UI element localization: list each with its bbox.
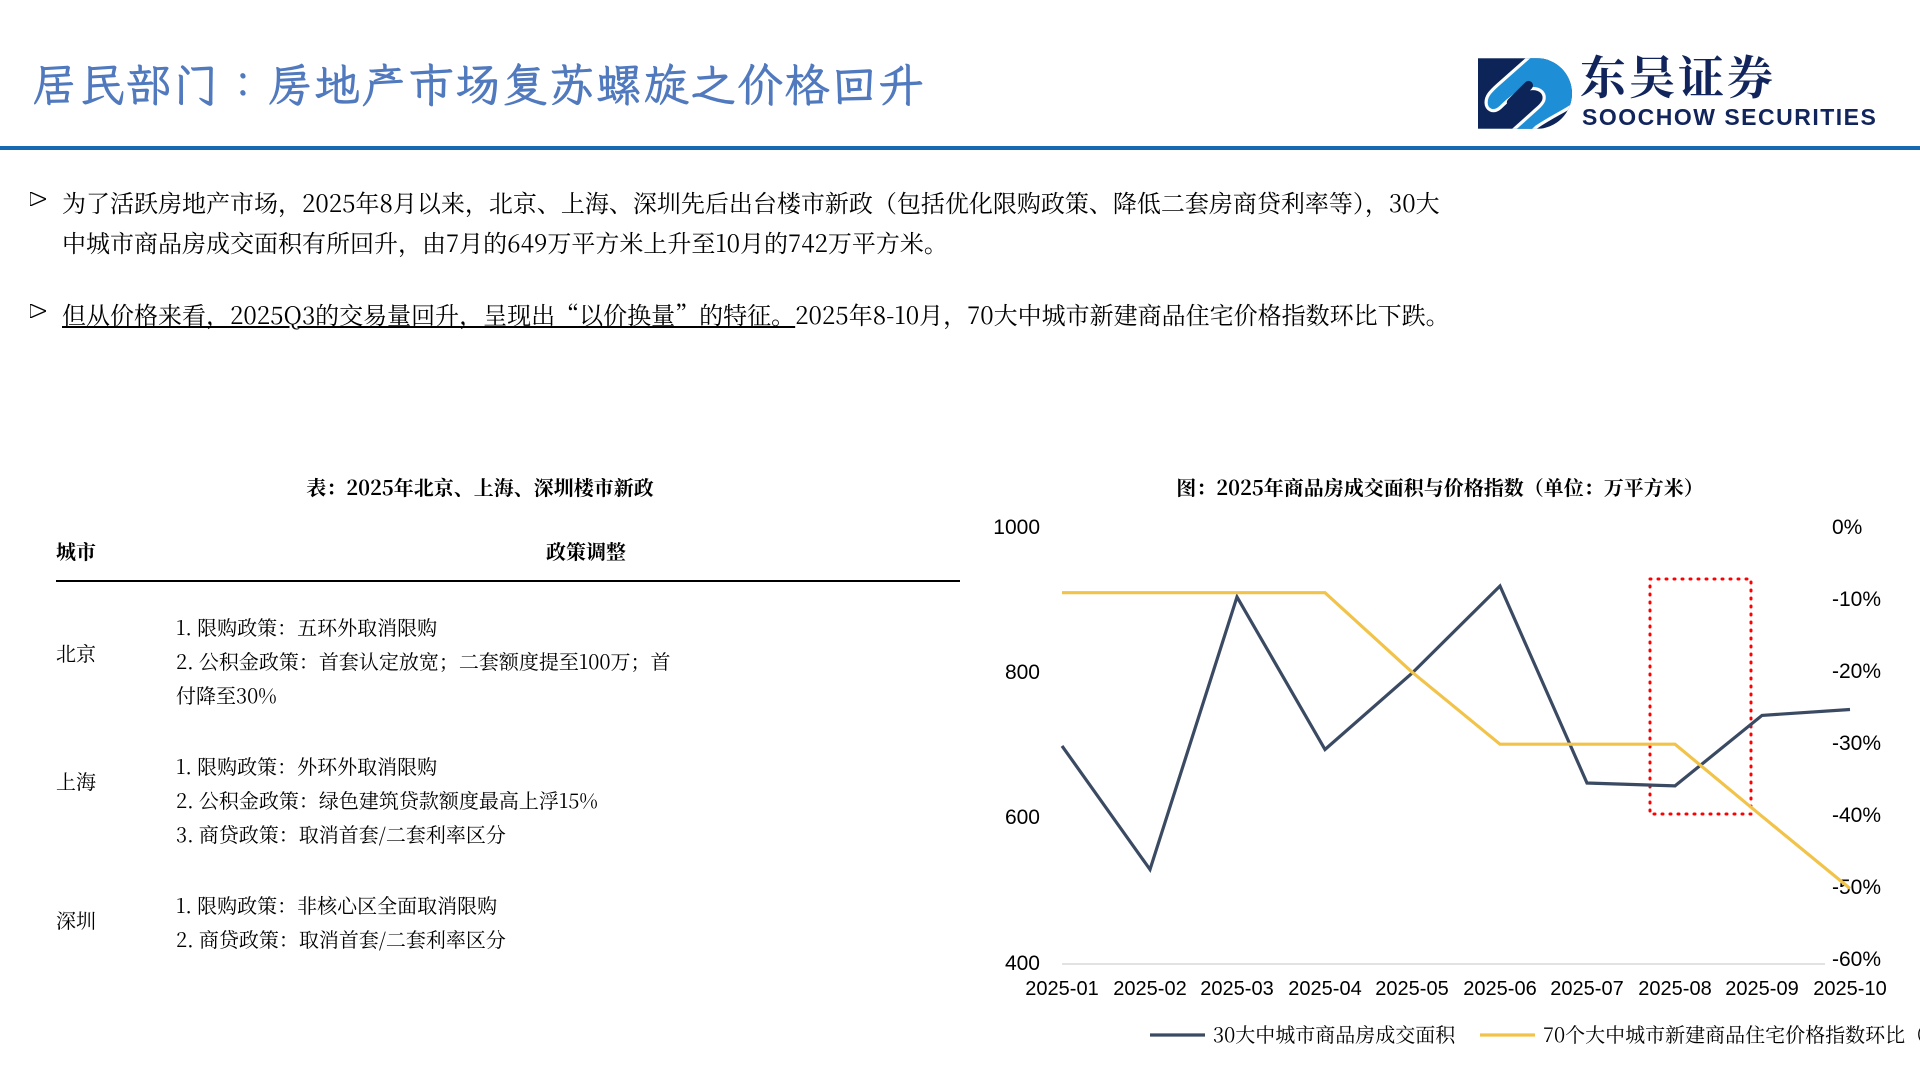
svg-text:2025-07: 2025-07 [1550,978,1623,1000]
svg-text:30大中城市商品房成交面积: 30大中城市商品房成交面积 [1213,1019,1456,1048]
svg-text:2025-05: 2025-05 [1375,978,1448,1000]
svg-text:2025-09: 2025-09 [1725,978,1798,1000]
svg-text:400: 400 [1005,952,1040,975]
svg-text:-60%: -60% [1832,948,1881,971]
svg-text:2025-03: 2025-03 [1200,978,1273,1000]
svg-text:2025-02: 2025-02 [1113,978,1186,1000]
svg-text:1000: 1000 [993,516,1040,539]
svg-text:0%: 0% [1832,516,1862,539]
svg-text:70个大中城市新建商品住宅价格指数环比（右轴）: 70个大中城市新建商品住宅价格指数环比（右轴） [1543,1019,1920,1048]
svg-text:2025-10: 2025-10 [1813,978,1886,1000]
svg-text:2025-06: 2025-06 [1463,978,1536,1000]
svg-text:800: 800 [1005,661,1040,684]
svg-text:2025-01: 2025-01 [1025,978,1098,1000]
svg-text:-40%: -40% [1832,804,1881,827]
svg-text:-20%: -20% [1832,660,1881,683]
svg-text:600: 600 [1005,806,1040,829]
svg-text:-10%: -10% [1832,588,1881,611]
svg-text:2025-04: 2025-04 [1288,978,1361,1000]
svg-text:2025-08: 2025-08 [1638,978,1711,1000]
svg-text:-30%: -30% [1832,732,1881,755]
